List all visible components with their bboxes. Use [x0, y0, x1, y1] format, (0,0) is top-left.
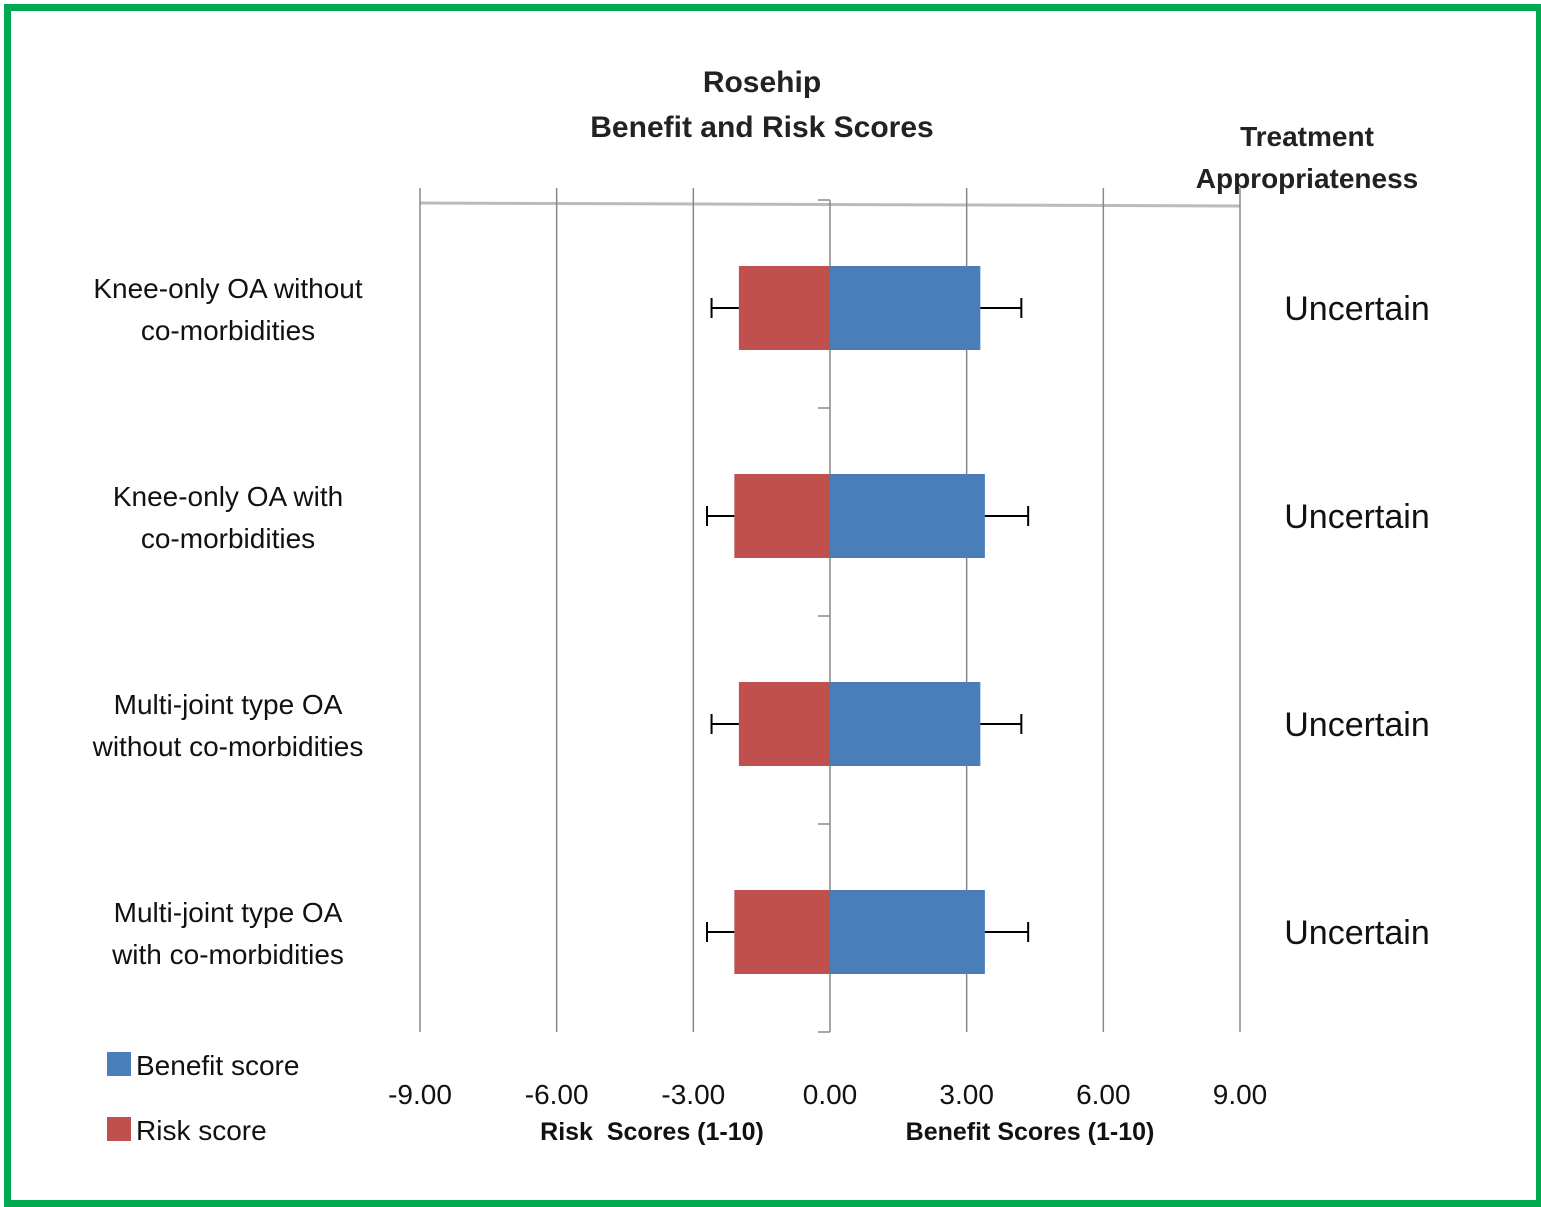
risk-bar-2 — [738, 682, 830, 766]
legend-benefit-swatch — [107, 1052, 131, 1076]
x-axis-label-benefit: Benefit Scores (1-10) — [906, 1118, 1155, 1146]
category-label-2-1: without co-morbidities — [92, 731, 364, 762]
category-label-3-1: with co-morbidities — [111, 939, 344, 970]
benefit-bar-2 — [830, 682, 981, 766]
appropriateness-label-0: Uncertain — [1284, 290, 1430, 328]
benefit-bar-1 — [830, 474, 985, 558]
category-label-0-1: co-morbidities — [141, 315, 315, 346]
x-tick-label-0: -9.00 — [388, 1079, 452, 1110]
x-tick-label-6: 9.00 — [1213, 1079, 1268, 1110]
risk-bar-3 — [734, 890, 830, 974]
x-tick-label-5: 6.00 — [1076, 1079, 1131, 1110]
risk-bar-1 — [734, 474, 830, 558]
legend: Benefit score Risk score — [107, 1050, 299, 1146]
appropriateness-label-1: Uncertain — [1284, 498, 1430, 536]
appropriateness-header-line-1: Treatment — [1240, 121, 1374, 152]
x-tick-label-2: -3.00 — [661, 1079, 725, 1110]
category-label-1-0: Knee-only OA with — [113, 481, 343, 512]
category-labels: Knee-only OA without co-morbidities Knee-o… — [92, 273, 364, 970]
chart-title-line-2: Benefit and Risk Scores — [590, 111, 933, 144]
benefit-bar-0 — [830, 266, 981, 350]
category-label-0-0: Knee-only OA without — [93, 273, 362, 304]
legend-risk-label: Risk score — [136, 1115, 267, 1146]
category-label-2-0: Multi-joint type OA — [114, 689, 343, 720]
appropriateness-label-3: Uncertain — [1284, 914, 1430, 952]
benefit-bar-3 — [830, 890, 985, 974]
appropriateness-label-2: Uncertain — [1284, 706, 1430, 744]
bars-layer — [706, 266, 1030, 974]
x-tick-label-3: 0.00 — [803, 1079, 858, 1110]
category-label-1-1: co-morbidities — [141, 523, 315, 554]
chart-title-line-1: Rosehip — [703, 66, 821, 99]
x-tick-label-1: -6.00 — [525, 1079, 589, 1110]
category-label-3-0: Multi-joint type OA — [114, 897, 343, 928]
x-tick-labels: -9.00 -6.00 -3.00 0.00 3.00 6.00 9.00 — [388, 1079, 1267, 1110]
legend-benefit-label: Benefit score — [136, 1050, 299, 1081]
risk-bar-0 — [738, 266, 830, 350]
legend-risk-swatch — [107, 1117, 131, 1141]
x-axis-label-risk: Risk Scores (1-10) — [540, 1118, 764, 1146]
x-tick-label-4: 3.00 — [939, 1079, 994, 1110]
appropriateness-labels: Uncertain Uncertain Uncertain Uncertain — [1284, 290, 1430, 952]
appropriateness-header-line-2: Appropriateness — [1196, 163, 1419, 194]
